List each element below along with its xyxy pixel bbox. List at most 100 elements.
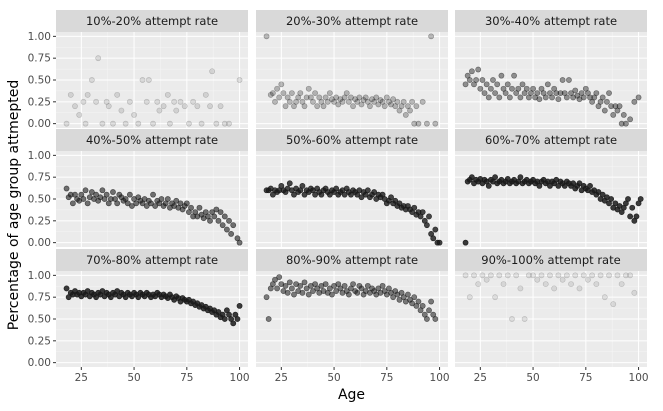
data-point [568, 281, 574, 287]
data-point [392, 197, 399, 204]
facet-panel: 20%-30% attempt rate [256, 10, 448, 128]
data-point [500, 281, 507, 287]
data-point [196, 204, 203, 211]
facet-strip [56, 10, 248, 32]
data-point [430, 235, 437, 242]
data-point [282, 103, 289, 110]
facet-strip-label: 30%-40% attempt rate [485, 14, 617, 28]
data-point [513, 272, 520, 279]
data-point [599, 94, 606, 101]
data-point [400, 98, 407, 105]
data-point [396, 107, 403, 114]
data-point [213, 206, 220, 213]
x-tick-label: 75 [579, 372, 592, 384]
data-point [183, 200, 190, 207]
data-point [291, 103, 297, 110]
data-point [356, 94, 363, 101]
data-point [462, 81, 469, 88]
data-point [188, 204, 194, 211]
facet-strip-label: 80%-90% attempt rate [286, 253, 418, 267]
data-point [288, 285, 295, 292]
data-point [479, 77, 486, 83]
data-point [190, 98, 197, 105]
data-point [354, 98, 361, 105]
data-point [310, 288, 316, 294]
data-point [274, 85, 280, 92]
data-point [432, 226, 439, 233]
data-point [462, 239, 469, 246]
data-point [426, 307, 432, 314]
data-point [396, 296, 403, 303]
data-point [82, 120, 89, 127]
data-point [286, 180, 293, 187]
data-point [95, 55, 102, 62]
data-point [360, 97, 367, 103]
data-point [341, 94, 348, 101]
data-point [362, 94, 369, 101]
data-point [629, 204, 636, 211]
data-point [350, 281, 356, 287]
data-point [221, 213, 228, 220]
data-point [601, 294, 608, 301]
data-point [343, 90, 350, 96]
data-point [228, 231, 235, 237]
data-point [350, 103, 356, 110]
data-point [84, 91, 91, 98]
data-point [498, 72, 505, 79]
data-point [219, 222, 226, 229]
data-point [502, 90, 509, 96]
facet-strip-label: 90%-100% attempt rate [481, 253, 620, 267]
data-point [221, 316, 228, 322]
facet-panel: 30%-40% attempt rate [455, 10, 647, 128]
data-point [341, 191, 348, 198]
data-point [468, 68, 475, 75]
data-point [574, 92, 581, 99]
data-point [354, 289, 361, 296]
data-point [177, 200, 184, 207]
data-point [63, 285, 70, 292]
data-point [432, 120, 439, 127]
facet-panel: 80%-90% attempt rate 25 50 75 100 [256, 249, 450, 384]
data-point [475, 66, 482, 73]
facet-strip-label: 60%-70% attempt rate [485, 133, 617, 147]
facet-strip [455, 129, 647, 151]
data-point [601, 107, 608, 114]
data-point [515, 85, 522, 92]
facet-strip [455, 10, 647, 32]
data-point [274, 285, 280, 292]
data-point [322, 94, 329, 101]
data-point [215, 309, 222, 315]
data-point [627, 213, 634, 220]
data-point [358, 194, 365, 201]
data-point [595, 189, 602, 195]
data-point [263, 33, 270, 40]
data-point [504, 81, 511, 88]
data-point [217, 103, 224, 110]
data-point [299, 183, 306, 189]
data-point [63, 185, 70, 192]
data-point [544, 81, 551, 88]
data-point [483, 276, 490, 283]
x-tick-label: 50 [327, 372, 340, 384]
data-point [538, 272, 545, 279]
data-point [519, 81, 526, 88]
facet-strip [256, 249, 448, 271]
data-point [612, 200, 619, 207]
data-point [369, 96, 375, 103]
data-point [303, 285, 310, 292]
data-point [352, 96, 359, 103]
data-point [230, 222, 237, 229]
data-point [314, 103, 321, 110]
x-tick-label: 25 [75, 372, 88, 384]
data-point [324, 98, 331, 105]
data-point [333, 94, 340, 101]
data-point [312, 191, 318, 198]
data-point [471, 272, 477, 279]
y-tick-label: 1.00 [28, 150, 51, 162]
data-point [84, 200, 91, 207]
data-point [299, 289, 306, 296]
facet-strip [256, 129, 448, 151]
data-point [88, 189, 95, 195]
data-point [566, 77, 572, 83]
